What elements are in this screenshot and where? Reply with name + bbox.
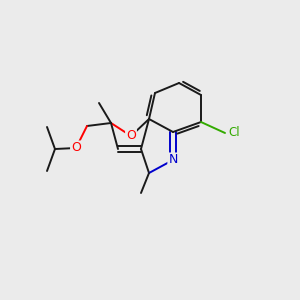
Text: O: O [71, 142, 81, 154]
Text: O: O [126, 130, 136, 142]
Text: Cl: Cl [229, 127, 240, 140]
Text: N: N [168, 154, 178, 166]
